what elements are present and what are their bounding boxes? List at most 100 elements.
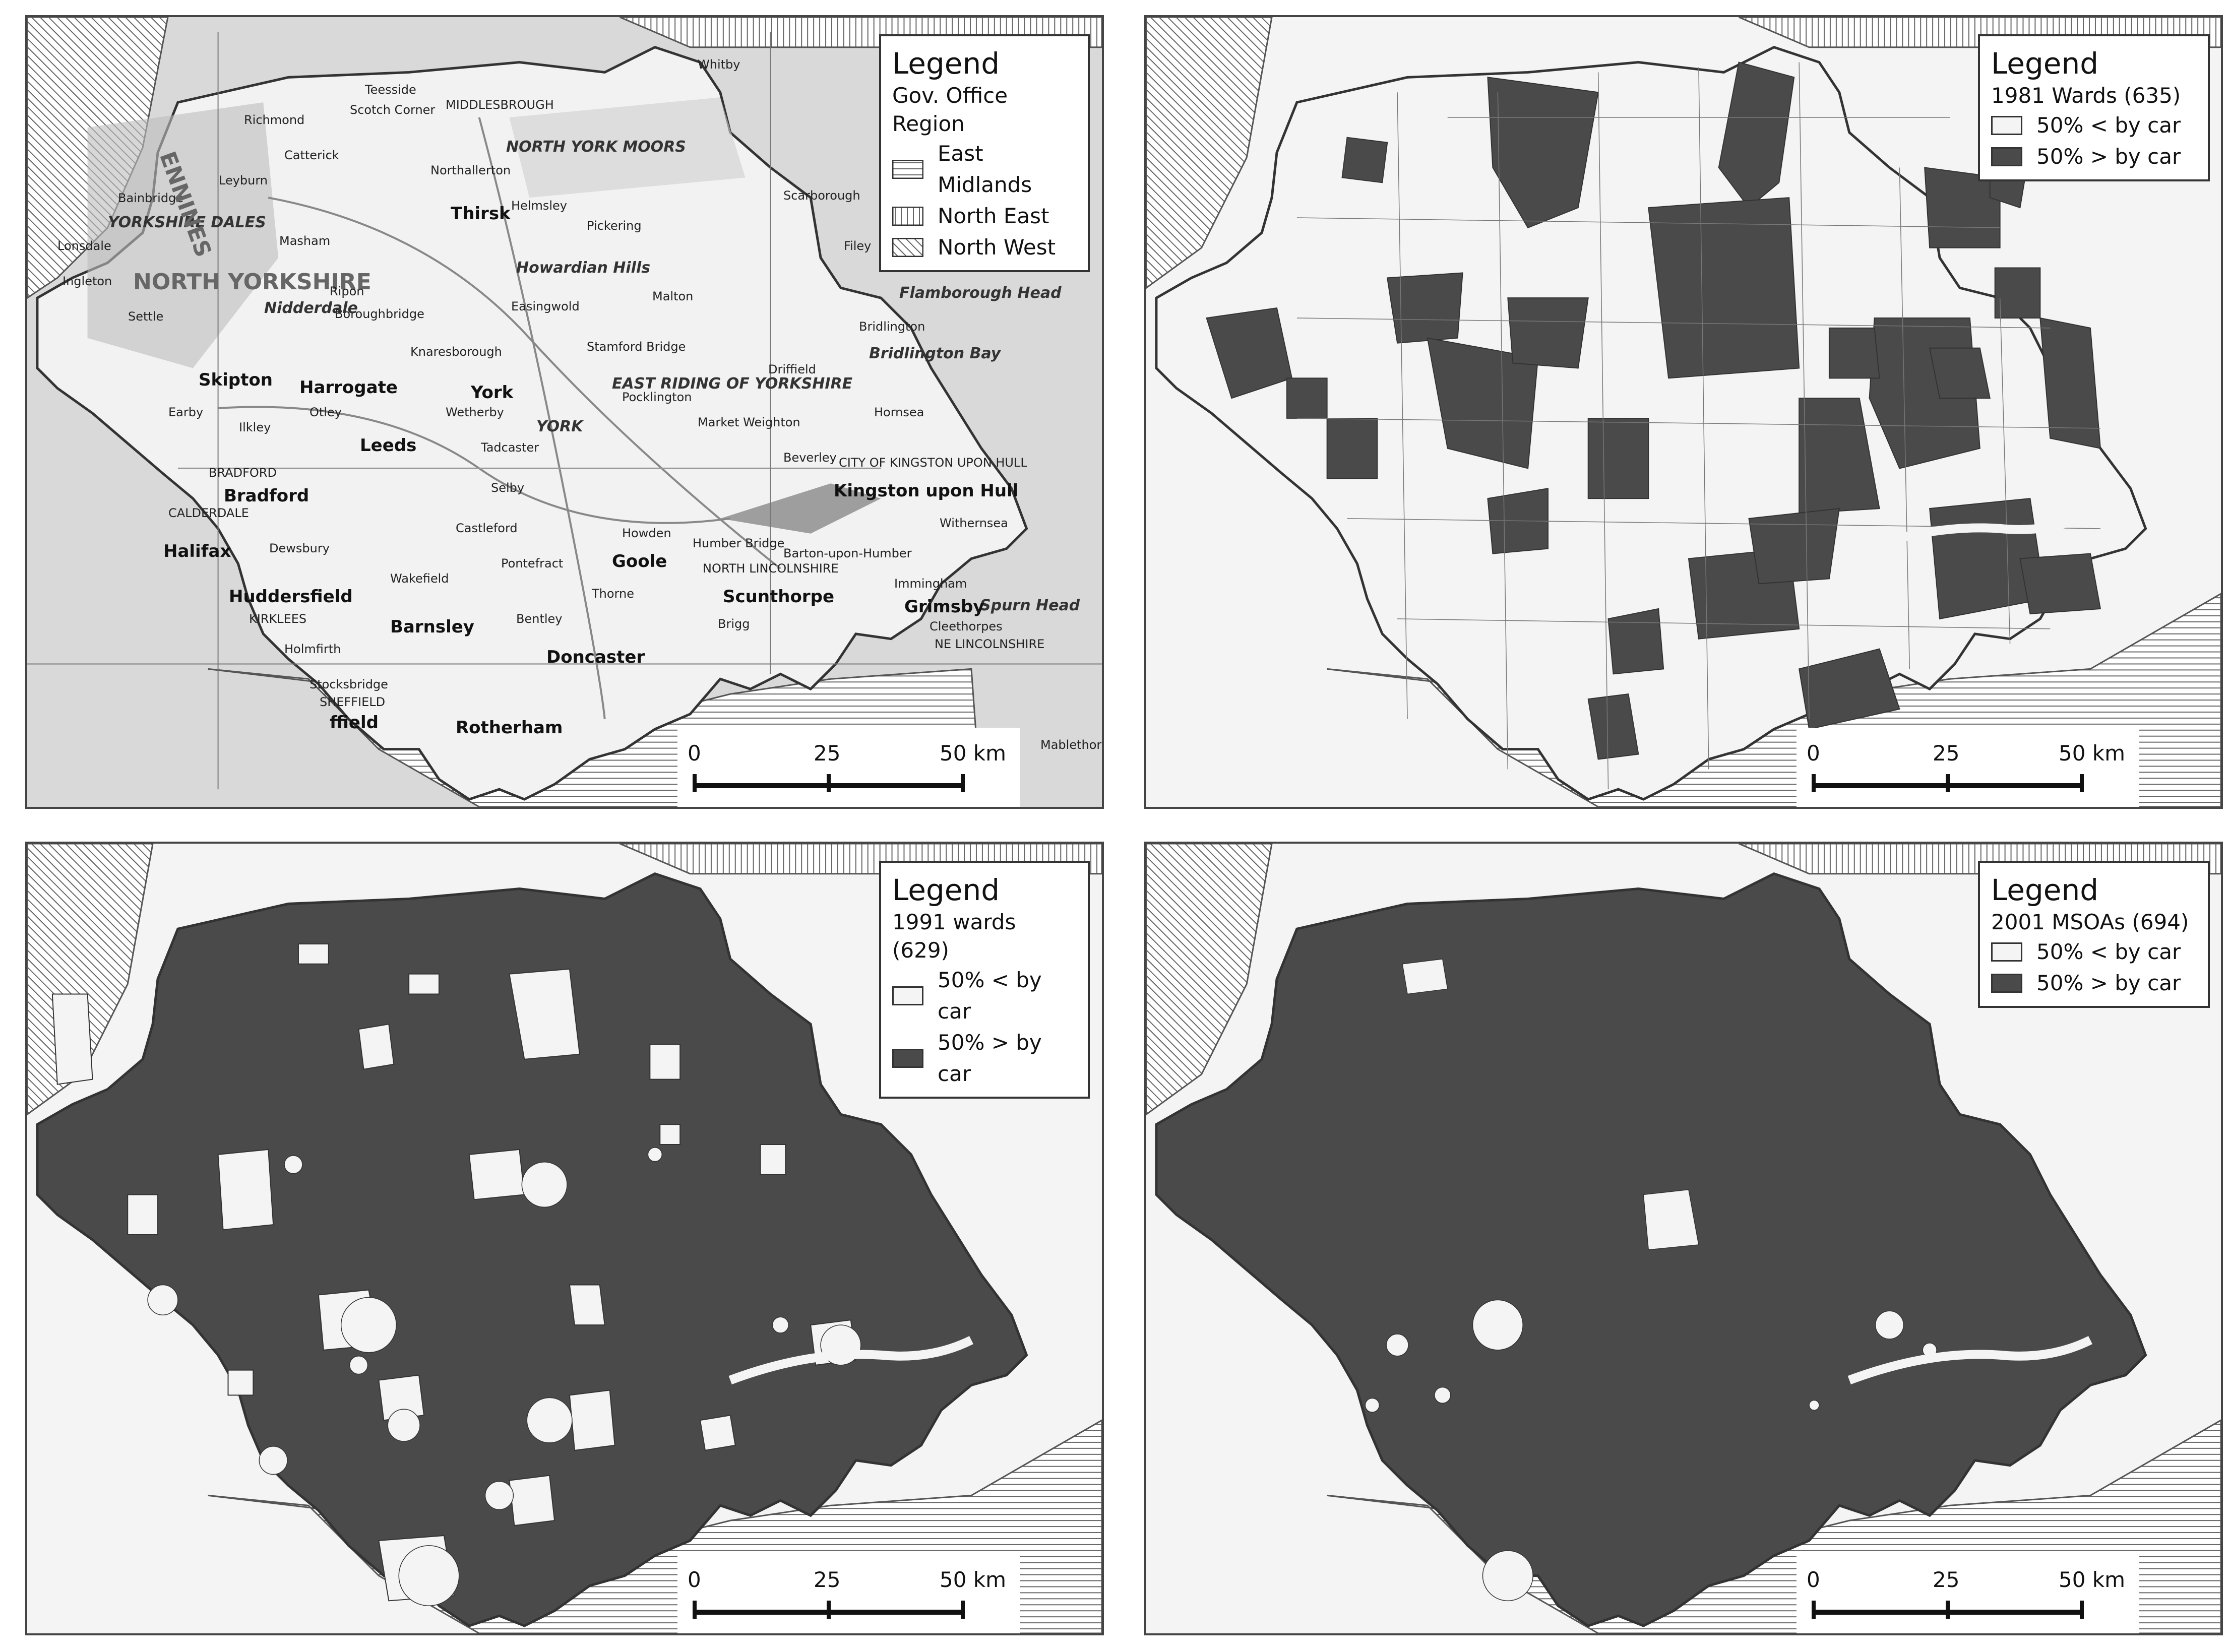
legend-item-above-50: 50% > by car: [1991, 968, 2197, 999]
scale-tick: [827, 774, 831, 792]
hatch-vertical-swatch: [892, 207, 923, 226]
place-label: Withernsea: [940, 516, 1008, 530]
place-label: York: [471, 383, 514, 403]
scale-tick: [1946, 774, 1950, 792]
legend-item-label: East Midlands: [938, 141, 1032, 197]
place-label: Driffield: [768, 362, 816, 376]
scale-tick: [1812, 1601, 1816, 1619]
legend-item-label: 50% < by car: [2036, 939, 2181, 964]
scale-label-50: 50 km: [940, 1567, 1007, 1592]
legend-title: Legend: [892, 873, 1000, 907]
scale-tick: [2080, 774, 2084, 792]
legend-title: Legend: [1991, 873, 2099, 907]
legend-item-below-50: 50% < by car: [1991, 936, 2197, 968]
scale-label-25: 25: [814, 741, 841, 766]
place-label: Immingham: [894, 577, 967, 591]
place-label: Goole: [612, 551, 667, 571]
scale-label-0: 0: [1807, 741, 1820, 766]
place-label: Pontefract: [501, 556, 564, 570]
place-label: Scunthorpe: [723, 587, 835, 607]
dark-swatch: [1991, 974, 2022, 993]
legend-item-label: North West: [938, 235, 1056, 260]
legend-2001: Legend 2001 MSOAs (694) 50% < by car 50%…: [1978, 861, 2210, 1008]
place-label: Kingston upon Hull: [834, 481, 1019, 501]
place-label: Holmfirth: [284, 642, 341, 656]
place-label: CITY OF KINGSTON UPON HULL: [839, 456, 1027, 470]
place-label: Whitby: [698, 57, 740, 72]
place-label: Bainbridge: [118, 191, 184, 205]
scale-tick: [1946, 1601, 1950, 1619]
place-label: Spurn Head: [980, 597, 1080, 614]
scale-tick: [693, 774, 697, 792]
map-panel-reference: Whitby Teesside MIDDLESBROUGH Richmond Scotc…: [25, 15, 1104, 809]
legend-item-label: 50% > by car: [2036, 971, 2181, 995]
place-label: SHEFFIELD: [320, 695, 386, 709]
legend-1991: Legend 1991 wards (629) 50% < by car 50%…: [879, 861, 1090, 1099]
place-label: Scarborough: [783, 188, 860, 203]
place-label: NORTH YORKSHIRE: [133, 269, 372, 295]
place-label: MIDDLESBROUGH: [446, 98, 554, 112]
legend-item-below-50: 50% < by car: [1991, 110, 2197, 141]
legend-item-north-east: North East: [892, 201, 1077, 232]
scale-label-50: 50 km: [940, 741, 1007, 766]
legend-title: Legend: [1991, 46, 2099, 81]
scale-bar: 0 25 50 km: [1797, 1554, 2139, 1633]
map-panel-1981: Legend 1981 Wards (635) 50% < by car 50%…: [1144, 15, 2223, 809]
legend-item-label: 50% > by car: [938, 1030, 1042, 1086]
place-label: Hornsea: [874, 405, 924, 419]
light-swatch: [1991, 942, 2022, 962]
place-label: Ripon: [330, 284, 364, 298]
scale-tick: [2080, 1601, 2084, 1619]
legend-subtitle: 1981 Wards (635): [1991, 83, 2181, 108]
place-label: Ilkley: [239, 420, 271, 434]
hatch-diagonal-swatch: [892, 238, 923, 257]
place-label: EAST RIDING OF YORKSHIRE: [612, 375, 853, 393]
place-label: Otley: [309, 405, 342, 419]
place-label: Leyburn: [219, 173, 268, 187]
place-label: Easingwold: [511, 299, 580, 313]
place-label: Teesside: [365, 83, 416, 97]
legend-item-label: 50% > by car: [2036, 144, 2181, 169]
place-label: Catterick: [284, 148, 339, 162]
map-panel-1991: Legend 1991 wards (629) 50% < by car 50%…: [25, 842, 1104, 1635]
legend-item-east-midlands: East Midlands: [892, 138, 1077, 201]
place-label: Dewsbury: [269, 541, 330, 555]
place-label: Market Weighton: [698, 415, 800, 429]
legend-item-above-50: 50% > by car: [892, 1027, 1077, 1090]
place-label: Malton: [652, 289, 694, 303]
place-label: CALDERDALE: [168, 506, 249, 520]
place-label: BRADFORD: [209, 466, 277, 480]
place-label: YORK: [536, 418, 583, 435]
place-label: Humber Bridge: [693, 536, 785, 550]
legend-item-above-50: 50% > by car: [1991, 141, 2197, 172]
legend-item-north-west: North West: [892, 232, 1077, 263]
scale-label-50: 50 km: [2059, 741, 2126, 766]
place-label: Castleford: [456, 521, 518, 535]
place-label: Thirsk: [451, 204, 511, 224]
place-label: Bentley: [516, 612, 563, 626]
place-label: Brigg: [718, 617, 750, 631]
scale-label-0: 0: [1807, 1567, 1820, 1592]
place-label: KIRKLEES: [249, 612, 307, 626]
place-label: Cleethorpes: [930, 619, 1003, 633]
light-swatch: [892, 986, 923, 1005]
legend-reference: Legend Gov. Office Region East Midlands …: [879, 34, 1090, 272]
place-label: ffield: [330, 713, 379, 733]
place-label: Scotch Corner: [350, 103, 436, 117]
place-label: NORTH YORK MOORS: [506, 138, 686, 156]
place-label: Nidderdale: [264, 299, 358, 317]
legend-item-label: 50% < by car: [938, 968, 1042, 1024]
legend-item-below-50: 50% < by car: [892, 965, 1077, 1027]
place-label: Harrogate: [299, 377, 398, 398]
place-label: Stamford Bridge: [587, 340, 686, 354]
place-label: Pocklington: [622, 390, 692, 404]
place-label: Pickering: [587, 219, 642, 233]
place-label: Mablethorpe: [1040, 738, 1102, 752]
scale-bar: 0 25 50 km: [677, 1554, 1020, 1633]
scale-label-25: 25: [814, 1567, 841, 1592]
place-label: Halifax: [163, 541, 231, 561]
scale-label-25: 25: [1933, 1567, 1960, 1592]
place-label: Bridlington Bay: [869, 345, 1001, 362]
place-label: Grimsby: [904, 597, 984, 617]
scale-label-25: 25: [1933, 741, 1960, 766]
